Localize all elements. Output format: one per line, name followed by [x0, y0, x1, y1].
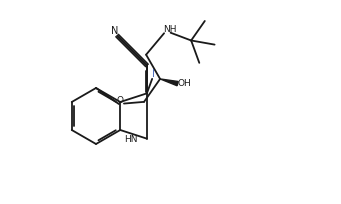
Text: N: N: [112, 26, 119, 36]
Text: O: O: [117, 95, 124, 105]
Text: OH: OH: [178, 79, 192, 88]
Polygon shape: [160, 79, 178, 86]
Text: NH: NH: [163, 25, 176, 34]
Text: I: I: [152, 69, 154, 79]
Text: HN: HN: [124, 135, 138, 144]
